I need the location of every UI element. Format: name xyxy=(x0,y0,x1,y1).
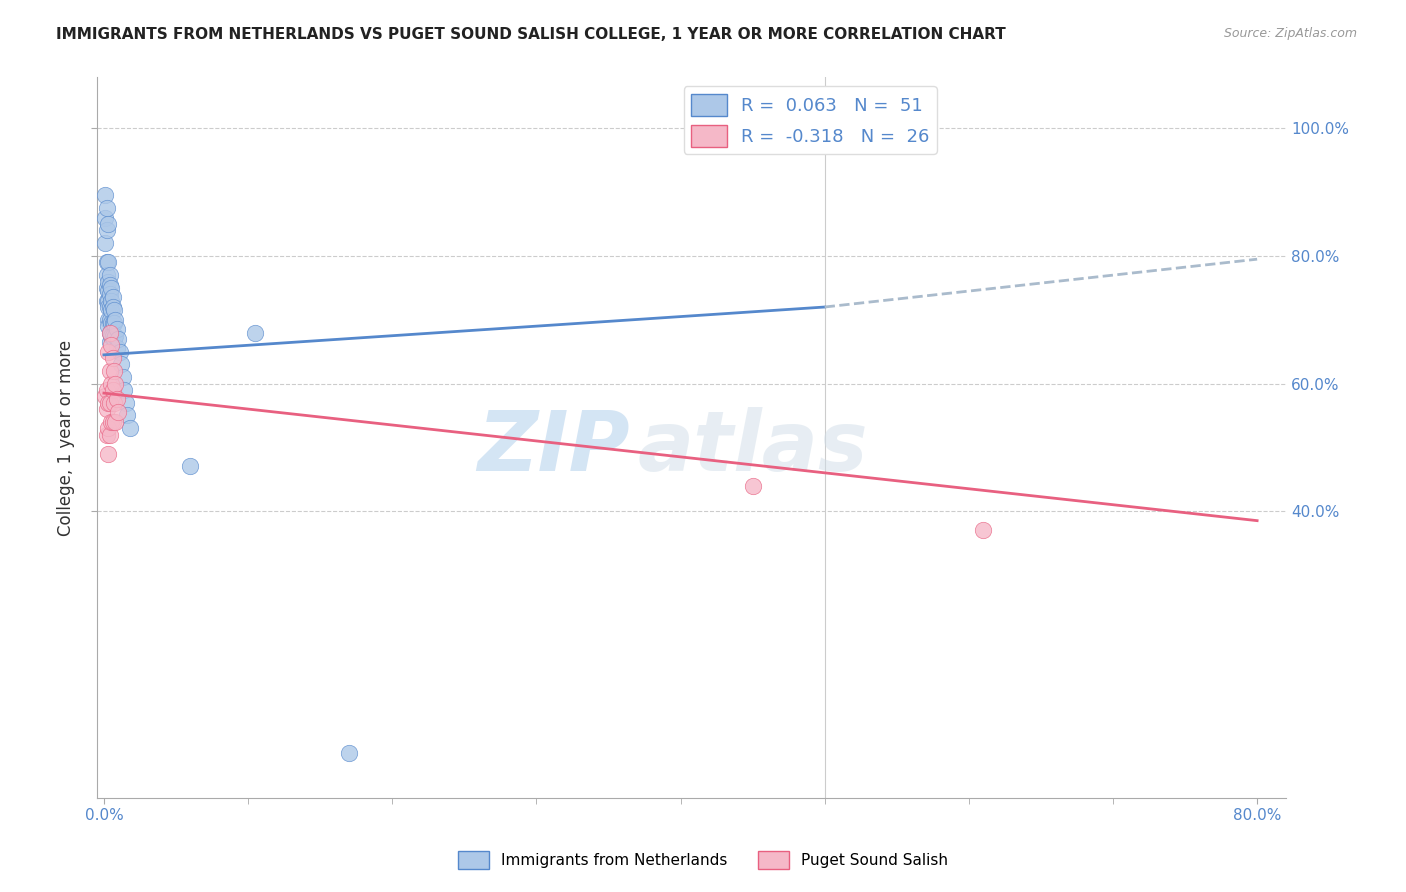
Point xyxy=(97,255,120,269)
Point xyxy=(96,383,118,397)
Point xyxy=(105,392,128,407)
Point xyxy=(112,383,135,397)
Point xyxy=(101,316,124,330)
Point xyxy=(105,342,128,356)
Point xyxy=(101,383,124,397)
Point xyxy=(98,364,121,378)
Point xyxy=(100,376,122,391)
Point xyxy=(96,293,118,308)
Text: ZIP: ZIP xyxy=(478,407,630,488)
Point xyxy=(741,478,763,492)
Point xyxy=(97,217,120,231)
Point xyxy=(107,332,129,346)
Point xyxy=(98,312,121,326)
Point xyxy=(103,364,125,378)
Point xyxy=(97,300,120,314)
Point xyxy=(96,255,118,269)
Point xyxy=(96,268,118,282)
Point xyxy=(98,268,121,282)
Point xyxy=(118,421,141,435)
Point xyxy=(98,287,121,301)
Point xyxy=(98,395,121,409)
Point xyxy=(100,338,122,352)
Point xyxy=(97,284,120,298)
Point xyxy=(104,415,127,429)
Point xyxy=(972,523,994,537)
Point xyxy=(101,351,124,365)
Point xyxy=(100,303,122,318)
Point xyxy=(105,322,128,336)
Point xyxy=(337,747,360,761)
Point xyxy=(96,201,118,215)
Point xyxy=(98,277,121,292)
Point xyxy=(111,370,134,384)
Text: atlas: atlas xyxy=(637,407,868,488)
Point xyxy=(103,332,125,346)
Point xyxy=(97,344,120,359)
Point xyxy=(100,293,122,308)
Point xyxy=(94,188,117,202)
Point xyxy=(104,376,127,391)
Point xyxy=(97,395,120,409)
Point xyxy=(98,326,121,340)
Point xyxy=(96,427,118,442)
Point xyxy=(104,312,127,326)
Point xyxy=(97,421,120,435)
Text: Source: ZipAtlas.com: Source: ZipAtlas.com xyxy=(1223,27,1357,40)
Point xyxy=(96,223,118,237)
Point xyxy=(103,303,125,318)
Point xyxy=(97,319,120,334)
Point xyxy=(97,447,120,461)
Point xyxy=(245,326,267,340)
Y-axis label: College, 1 year or more: College, 1 year or more xyxy=(58,340,75,536)
Point xyxy=(94,236,117,251)
Point xyxy=(103,395,125,409)
Point xyxy=(100,281,122,295)
Point xyxy=(101,290,124,304)
Point xyxy=(103,316,125,330)
Point xyxy=(97,275,120,289)
Point xyxy=(94,389,117,403)
Point xyxy=(101,300,124,314)
Point xyxy=(97,293,120,308)
Point xyxy=(96,281,118,295)
Text: IMMIGRANTS FROM NETHERLANDS VS PUGET SOUND SALISH COLLEGE, 1 YEAR OR MORE CORREL: IMMIGRANTS FROM NETHERLANDS VS PUGET SOU… xyxy=(56,27,1005,42)
Point xyxy=(115,409,138,423)
Point xyxy=(94,211,117,225)
Point xyxy=(104,328,127,343)
Point xyxy=(101,415,124,429)
Point xyxy=(98,300,121,314)
Point xyxy=(108,344,131,359)
Point xyxy=(98,326,121,340)
Point xyxy=(96,402,118,417)
Point xyxy=(179,459,201,474)
Point xyxy=(97,312,120,326)
Point xyxy=(98,335,121,350)
Point xyxy=(98,427,121,442)
Point xyxy=(107,405,129,419)
Legend: Immigrants from Netherlands, Puget Sound Salish: Immigrants from Netherlands, Puget Sound… xyxy=(453,845,953,875)
Point xyxy=(110,358,132,372)
Point xyxy=(100,328,122,343)
Point xyxy=(100,316,122,330)
Point xyxy=(100,415,122,429)
Point xyxy=(101,328,124,343)
Point xyxy=(114,395,136,409)
Legend: R =  0.063   N =  51, R =  -0.318   N =  26: R = 0.063 N = 51, R = -0.318 N = 26 xyxy=(683,87,936,154)
